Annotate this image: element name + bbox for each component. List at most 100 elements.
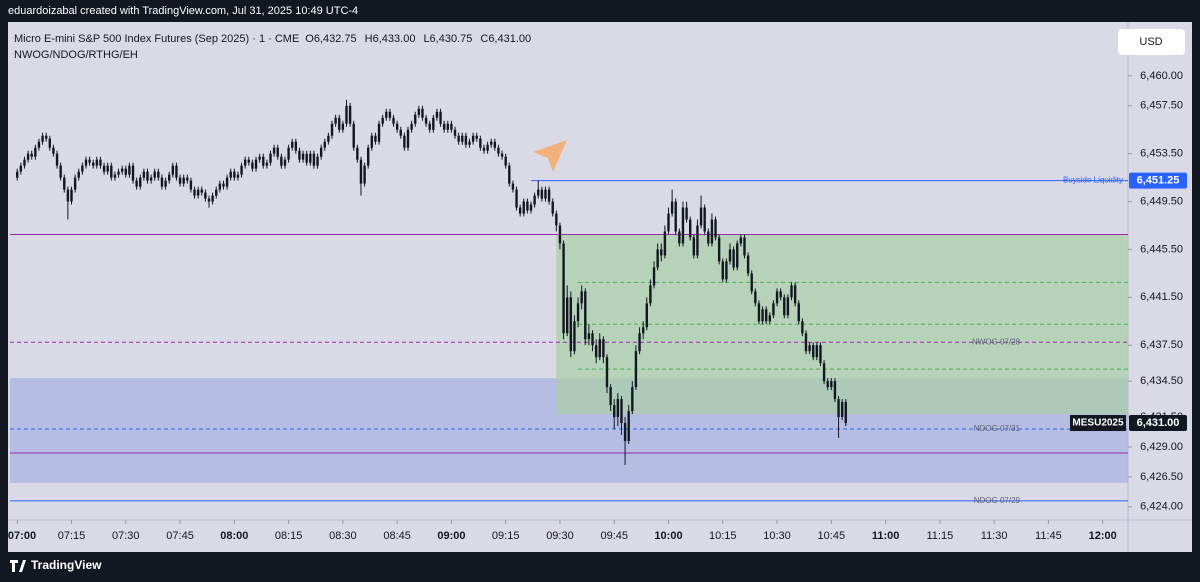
y-tick-label: 6,426.50 <box>1140 471 1183 483</box>
candle-body <box>605 357 609 388</box>
candle-body <box>620 399 623 424</box>
y-tick-label: 6,449.50 <box>1140 195 1183 207</box>
candle-body <box>826 381 829 388</box>
candle-body <box>215 189 218 196</box>
candle-body <box>493 141 497 148</box>
candle-body <box>254 159 258 169</box>
candle-body <box>482 147 486 151</box>
y-tick-label: 6,437.50 <box>1140 339 1183 351</box>
currency[interactable]: USD <box>1139 36 1162 48</box>
candle-body <box>366 147 370 166</box>
candle-body <box>707 231 710 244</box>
candle-body <box>623 423 627 441</box>
candle-body <box>569 297 573 352</box>
candle-body <box>102 165 106 172</box>
candle-body <box>515 189 518 208</box>
candle-body <box>801 321 804 334</box>
candle-body <box>265 162 269 166</box>
candle-body <box>584 291 587 340</box>
candle-body <box>392 117 395 124</box>
x-tick-label: 11:00 <box>872 530 900 542</box>
candle-body <box>189 180 193 190</box>
candle-body <box>81 165 84 172</box>
candle-body <box>613 405 616 418</box>
candle-body <box>840 402 844 418</box>
x-tick-label: 10:00 <box>654 530 682 542</box>
x-tick-label: 08:00 <box>220 530 248 542</box>
currency-button[interactable] <box>1118 29 1185 55</box>
candle-body <box>417 108 421 115</box>
candle-body <box>272 147 276 154</box>
candle-body <box>681 207 685 244</box>
candle-body <box>186 177 189 181</box>
candle-body <box>164 180 167 187</box>
candle-body <box>276 147 279 157</box>
candle-body <box>511 183 515 190</box>
x-tick-label: 07:45 <box>166 530 194 542</box>
candle-body <box>160 177 164 187</box>
x-tick-label: 11:30 <box>981 530 1008 542</box>
candle-body <box>500 153 504 157</box>
candle-body <box>120 168 124 172</box>
y-tick-label: 6,457.50 <box>1140 100 1183 112</box>
candle-body <box>193 189 196 196</box>
level-label: NWOG 07/28 <box>972 337 1021 346</box>
candle-body <box>106 165 109 172</box>
x-tick-label: 10:30 <box>763 530 791 542</box>
candle-body <box>660 249 663 256</box>
candle-body <box>178 177 182 184</box>
candle-body <box>435 111 439 118</box>
candle-body <box>739 237 743 244</box>
candle-body <box>562 243 565 334</box>
candle-body <box>146 171 149 181</box>
candle-body <box>428 123 431 130</box>
candle-body <box>450 123 453 130</box>
ohlc-label: O6,432.75 <box>305 33 356 45</box>
x-tick-label: 09:45 <box>600 530 628 542</box>
candle-body <box>754 291 757 304</box>
candle-body <box>663 231 667 256</box>
candle-body <box>182 177 185 184</box>
candle-body <box>153 171 156 178</box>
candle-body <box>764 309 768 322</box>
candle-body <box>670 201 674 214</box>
candle-body <box>786 297 790 316</box>
candle-body <box>99 159 102 166</box>
candle-body <box>631 387 634 412</box>
candle-body <box>309 153 312 163</box>
candle-body <box>837 399 840 418</box>
ohlc-label: H6,433.00 <box>365 33 416 45</box>
level-label: NDOG 07/31 <box>974 424 1021 433</box>
x-tick-label: 09:30 <box>546 530 574 542</box>
candle-body <box>522 201 525 214</box>
candle-body <box>381 117 384 124</box>
y-tick-label: 6,441.50 <box>1140 291 1183 303</box>
candle-body <box>139 177 142 187</box>
candle-body <box>540 189 544 199</box>
candle-body <box>251 162 254 169</box>
candle-body <box>761 309 764 322</box>
candle-body <box>410 123 413 130</box>
candle-body <box>555 213 558 226</box>
candle-body <box>352 123 355 148</box>
x-tick-label: 10:45 <box>818 530 846 542</box>
candle-body <box>30 153 33 157</box>
candle-body <box>804 333 808 352</box>
candle-body <box>551 201 554 214</box>
candle-body <box>48 138 51 148</box>
candle-body <box>446 123 449 130</box>
x-tick-label: 11:15 <box>926 530 953 542</box>
candle-body <box>833 381 837 400</box>
candle-body <box>399 129 402 136</box>
candle-body <box>689 219 692 238</box>
candle-body <box>790 285 793 298</box>
footer: TradingView <box>31 558 102 572</box>
candle-body <box>157 171 160 178</box>
y-tick-label: 6,434.50 <box>1140 375 1183 387</box>
credit: eduardoizabal created with TradingView.c… <box>8 5 358 17</box>
candle-body <box>594 345 598 358</box>
x-tick-label: 11:45 <box>1035 530 1062 542</box>
arrow <box>533 140 567 172</box>
candle-body <box>819 345 822 364</box>
